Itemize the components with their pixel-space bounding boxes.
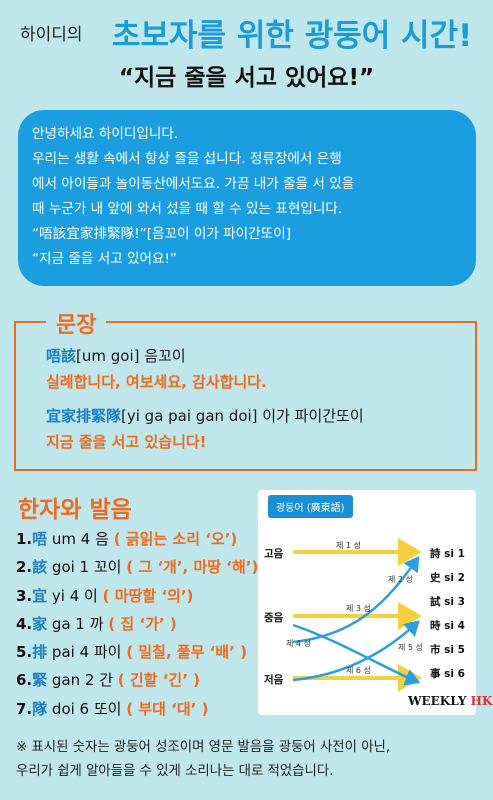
item-pronunciation: pai 4 파이 [47,643,127,662]
sentence-1-romanization: [um goi] 음꼬이 [76,347,186,365]
item-meaning: ( 긴할 ‘긴’ ) [117,671,200,690]
footnote-line: 우리가 쉽게 알아들을 수 있게 소리나는 대로 적었습니다. [16,764,334,779]
tone-6-label: 제 6 성 [346,666,371,675]
sentence-section: 문장 唔該[um goi] 음꼬이 실례합니다, 여보세요, 감사합니다. 宜家… [14,307,477,471]
item-meaning: ( 밀칠, 풀무 ‘배’ ) [126,643,247,662]
intro-line: 우리는 생활 속에서 항상 줄을 섭니다. 정류장에서 은행 [32,151,342,167]
item-hanzi: 排 [32,643,48,662]
item-hanzi: 宜 [32,586,48,605]
tone-1-label: 제 1 성 [336,541,361,550]
item-number: 1. [16,530,33,548]
item-pronunciation: doi 6 또이 [47,699,127,718]
example-1: 詩 si 1 [430,548,465,560]
item-hanzi: 緊 [32,671,48,690]
item-meaning: ( 집 ‘가’ ) [108,614,177,633]
sentence-2-hanzi: 宜家排緊隊 [46,407,122,425]
example-5: 市 si 5 [430,644,465,656]
tone-4-curve [292,623,421,686]
sentence-2: 宜家排緊隊[yi ga pai gan doi] 이가 파이간또이 [46,405,364,426]
item-pronunciation: goi 1 꼬이 [47,558,127,577]
weekly-hk-logo: WEEKLY HK [408,694,492,708]
item-number: 3. [16,586,33,605]
tone-5-curve [292,620,420,682]
tone-diagram-lines [292,538,422,692]
page-subtitle: “지금 줄을 서고 있어요!” [118,65,375,91]
tone-2-curve [292,555,420,644]
intro-line: 에서 아이들과 놀이동산에서도요. 가끔 내가 줄을 서 있을 [32,176,355,192]
item-number: 4. [16,614,33,633]
list-item: 7.隊 doi 6 또이 ( 부대 ‘대’ ) [16,698,266,726]
level-low: 저음 [264,674,284,686]
example-4: 時 si 4 [430,620,465,632]
hanzi-list: 1.唔 um 4 음 ( 긁읽는 소리 ‘오’) 2.該 goi 1 꼬이 ( … [16,528,266,726]
item-meaning: ( 긁읽는 소리 ‘오’) [113,530,238,548]
item-hanzi: 隊 [32,699,48,718]
logo-accent-text: HK [470,694,493,708]
tone-2-label: 제 2 성 [388,575,413,584]
item-hanzi: 唔 [32,530,48,548]
item-number: 5. [16,643,33,662]
hanzi-section-title: 한자와 발음 [18,497,132,523]
header: 하이디의 초보자를 위한 광둥어 시간! “지금 줄을 서고 있어요!” [0,0,493,110]
item-meaning: ( 마땅할 ‘의’) [102,586,194,605]
sentence-1-hanzi: 唔該 [46,347,77,365]
list-item: 1.唔 um 4 음 ( 긁읽는 소리 ‘오’) [16,528,266,556]
example-6: 事 si 6 [430,668,465,680]
level-mid: 중음 [264,612,284,624]
tone-diagram-title: 광둥어 (廣東語) [268,495,353,518]
example-3: 試 si 3 [430,596,465,608]
item-meaning: ( 그 ‘개’, 마땅 ‘해’) [126,558,259,577]
list-item: 6.緊 gan 2 간 ( 긴할 ‘긴’ ) [16,669,266,697]
item-number: 2. [16,558,33,577]
intro-line: “지금 줄을 서고 있어요!” [32,251,178,267]
sentence-section-title: 문장 [46,307,107,339]
intro-line: “唔該宜家排緊隊!”[음꼬이 이가 파이간또이] [32,226,292,242]
list-item: 4.家 ga 1 까 ( 집 ‘가’ ) [16,613,266,641]
tone-3-label: 제 3 성 [346,604,371,613]
item-number: 7. [16,699,33,718]
sentence-2-meaning: 지금 줄을 서고 있습니다! [46,433,207,451]
intro-line: 안녕하세요 하이디입니다. [32,126,179,142]
sentence-1-meaning: 실례합니다, 여보세요, 감사합니다. [46,373,267,391]
tone-5-label: 제 5 성 [398,643,423,652]
sentence-2-romanization: [yi ga pai gan doi] 이가 파이간또이 [121,407,364,425]
sentence-1: 唔該[um goi] 음꼬이 [46,345,186,366]
item-hanzi: 該 [32,558,48,577]
item-meaning: ( 부대 ‘대’ ) [126,699,209,718]
item-hanzi: 家 [32,614,48,633]
item-number: 6. [16,671,33,690]
list-item: 2.該 goi 1 꼬이 ( 그 ‘개’, 마땅 ‘해’) [16,556,266,584]
logo-main-text: WEEKLY [408,694,471,708]
example-2: 史 si 2 [430,572,465,584]
brand-label: 하이디의 [20,25,83,45]
intro-line: 때 누군가 내 앞에 와서 섰을 때 할 수 있는 표현입니다. [32,201,343,217]
level-high: 고음 [264,548,284,560]
item-pronunciation: ga 1 까 [47,614,109,633]
tone-4-label: 제 4 성 [286,639,311,648]
list-item: 5.排 pai 4 파이 ( 밀칠, 풀무 ‘배’ ) [16,641,266,669]
item-pronunciation: gan 2 간 [47,671,118,690]
item-pronunciation: um 4 음 [47,530,114,548]
item-pronunciation: yi 4 이 [47,586,103,605]
footnote: ※ 표시된 숫자는 광둥어 성조이며 영문 발음을 광둥어 사전이 아닌, 우리… [16,736,486,784]
list-item: 3.宜 yi 4 이 ( 마땅할 ‘의’) [16,585,266,613]
intro-bubble: 안녕하세요 하이디입니다. 우리는 생활 속에서 항상 줄을 섭니다. 정류장에… [18,110,476,286]
page-title: 초보자를 위한 광둥어 시간! [112,18,473,54]
footnote-line: ※ 표시된 숫자는 광둥어 성조이며 영문 발음을 광둥어 사전이 아닌, [16,740,391,755]
tone-diagram: 광둥어 (廣東語) 고음 중음 저음 제 1 성 제 2 성 제 3 성 제 4… [258,490,492,715]
